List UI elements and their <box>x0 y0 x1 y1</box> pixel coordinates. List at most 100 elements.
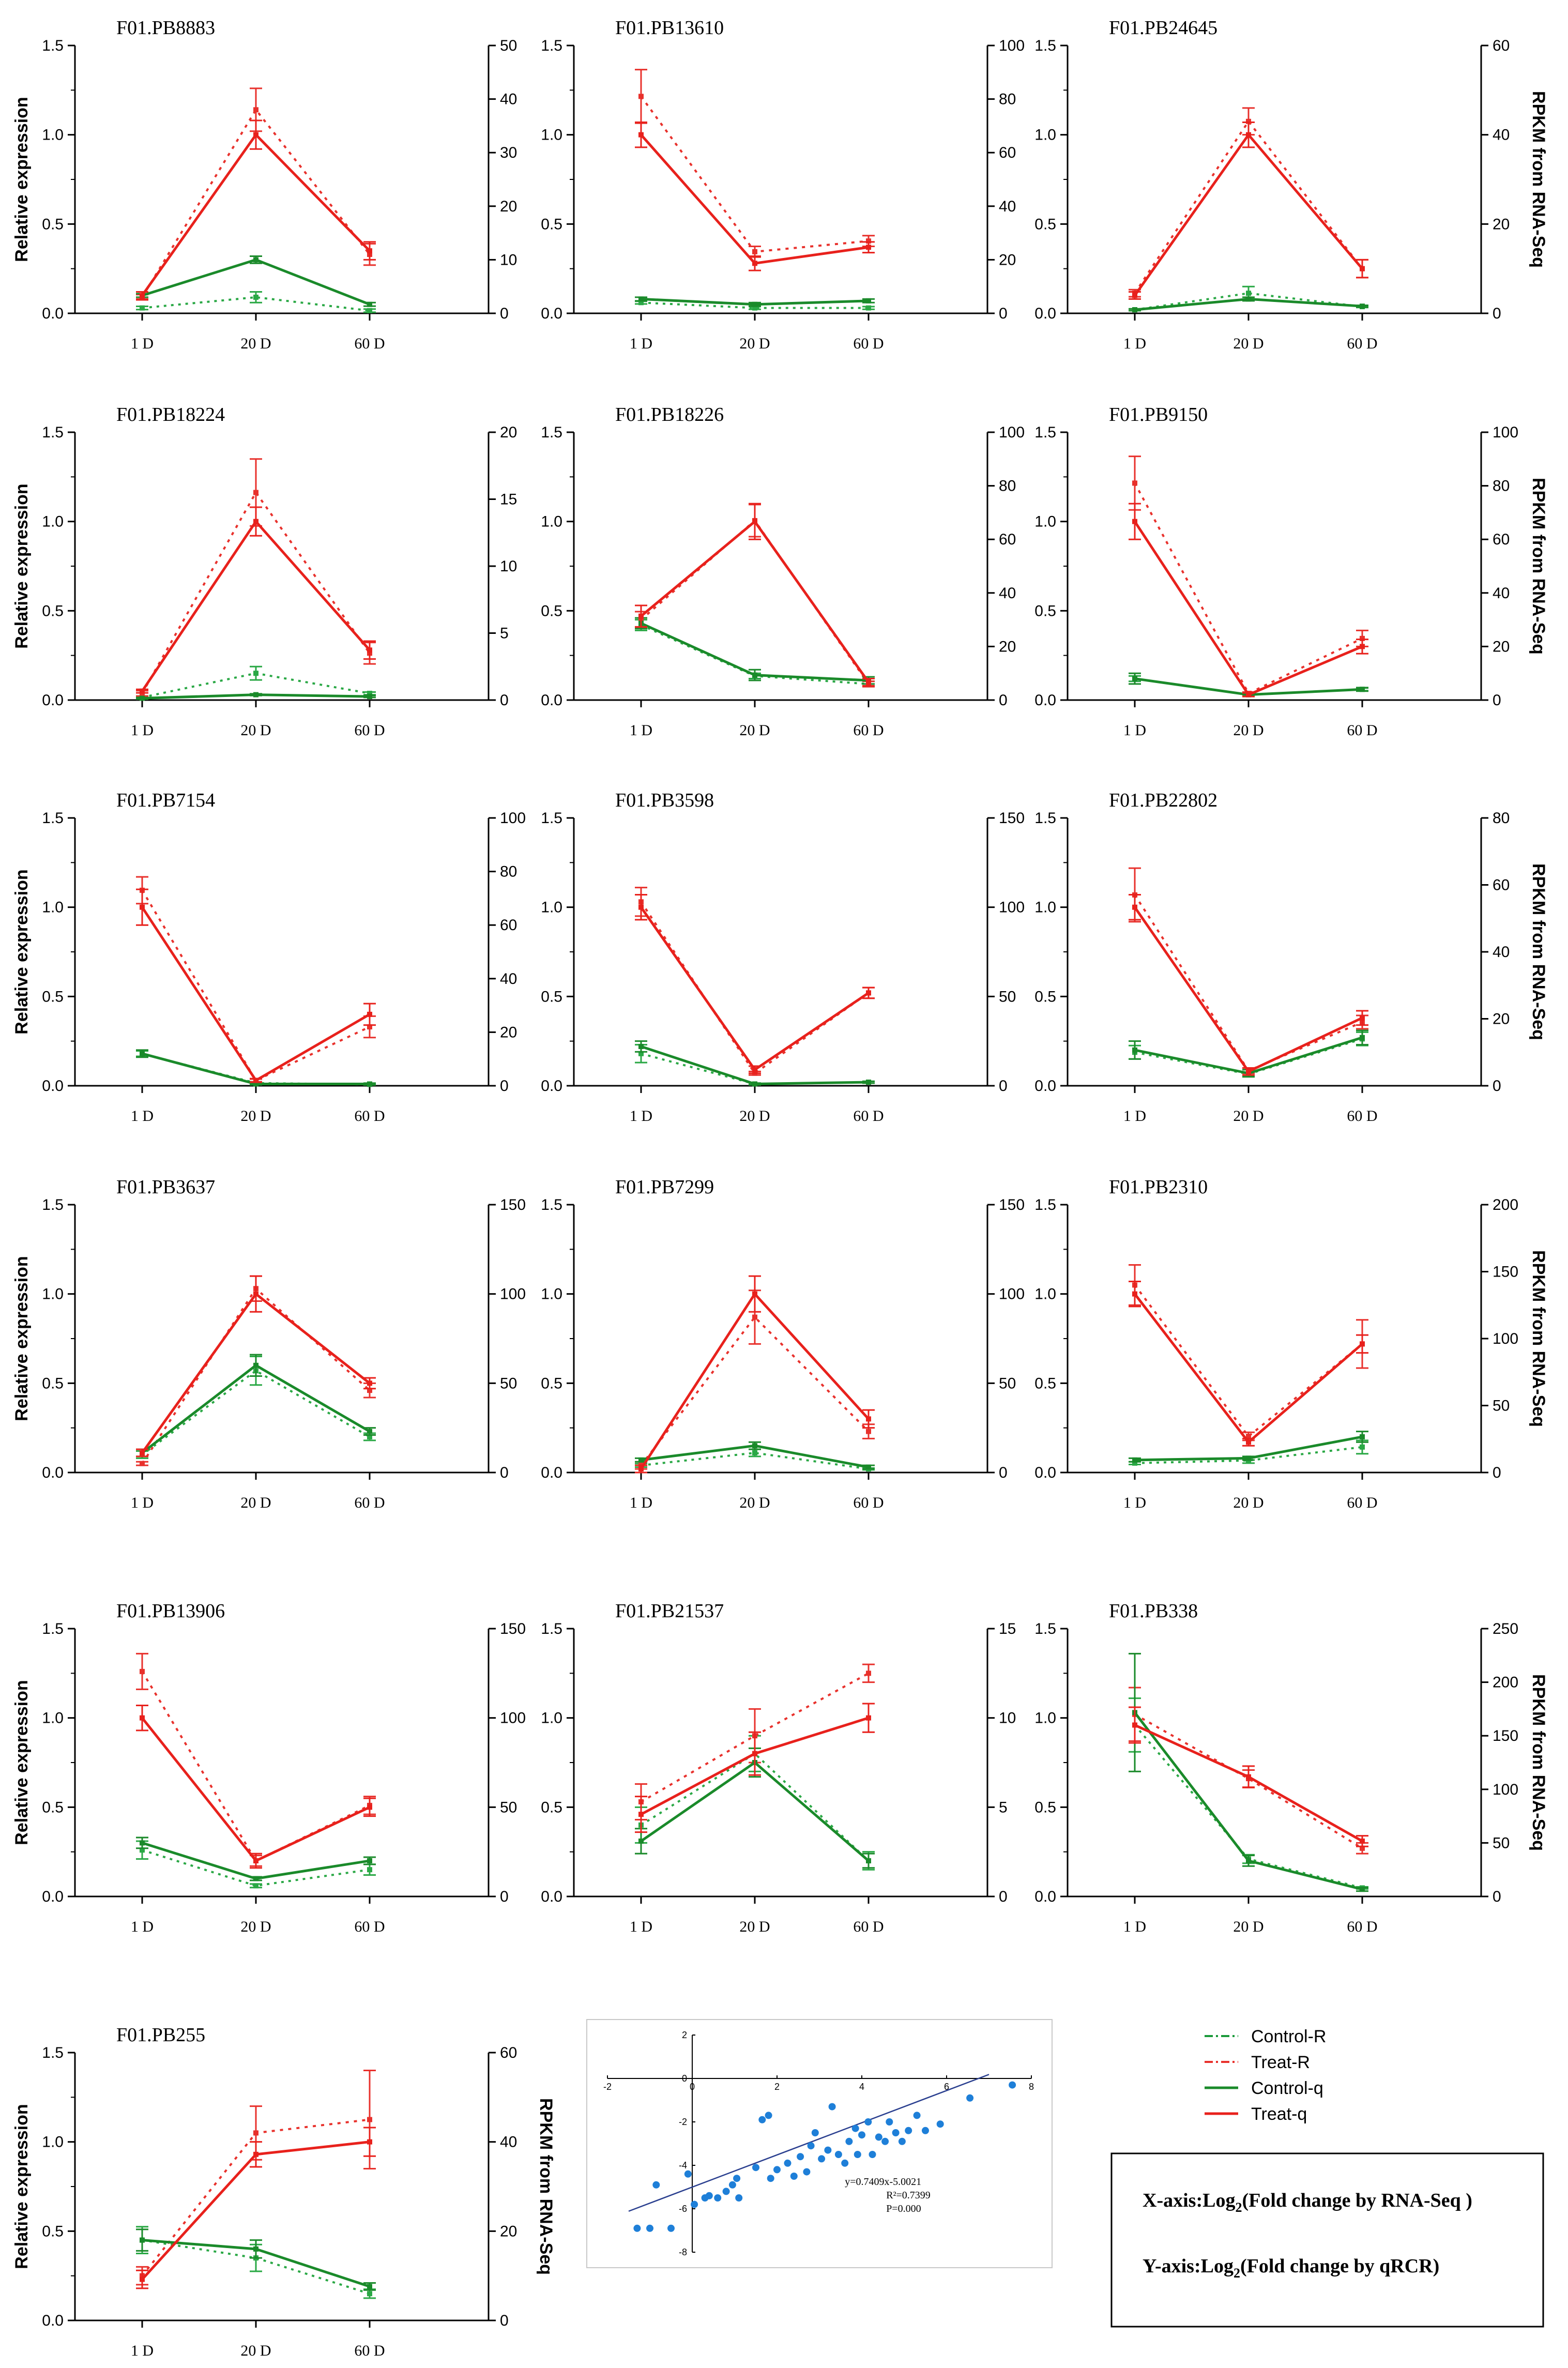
scatter-point <box>828 2103 836 2111</box>
scatter-point <box>841 2159 849 2167</box>
panel-f01-pb21537: F01.PB21537 0.0 0.5 1.0 1.5 0 5 10 15 1 D 20 D 60 D <box>541 1600 1016 1935</box>
left-tick-label: 0.5 <box>1034 1375 1056 1392</box>
x-tick-label: 20 D <box>240 722 271 739</box>
data-point <box>1360 1887 1365 1892</box>
panel-f01-pb13906: F01.PB13906 0.0 0.5 1.0 1.5 0 50 100 150 1 D 20 D 6… <box>12 1600 526 1935</box>
data-point <box>638 1838 644 1844</box>
x-tick-label: 60 D <box>853 335 884 352</box>
left-tick-label: 0.0 <box>1034 305 1056 322</box>
right-tick-label: 20 <box>1493 216 1510 233</box>
panel-title: F01.PB8883 <box>116 17 215 39</box>
right-tick-label: 250 <box>1493 1620 1518 1637</box>
data-point <box>866 1858 871 1863</box>
panel-f01-pb18226: F01.PB18226 0.0 0.5 1.0 1.5 0 20 40 60 80 100 1 D 20… <box>541 404 1025 739</box>
scatter-point <box>818 2155 826 2163</box>
data-point <box>752 305 757 311</box>
scatter-point <box>869 2151 876 2158</box>
right-tick-label: 100 <box>500 1286 526 1303</box>
x-tick-label: 60 D <box>1347 1107 1377 1125</box>
data-point <box>752 672 757 678</box>
series-control-r <box>641 301 869 309</box>
data-point <box>367 1011 372 1017</box>
legend-label-treat-q: Treat-q <box>1251 2104 1307 2124</box>
series-control-q <box>641 1045 869 1086</box>
left-tick-label: 0.0 <box>42 1464 64 1481</box>
left-tick-label: 0.0 <box>541 305 562 322</box>
axis-note-box: X-axis:Log2(Fold change by RNA-Seq ) Y-a… <box>1110 2152 1544 2328</box>
left-tick-label: 1.0 <box>42 2134 64 2151</box>
data-point <box>140 1450 145 1456</box>
scatter-point <box>733 2175 741 2182</box>
right-tick-label: 50 <box>1493 1398 1510 1415</box>
panel-title: F01.PB3637 <box>116 1176 215 1198</box>
data-point <box>1246 296 1251 302</box>
data-point <box>638 1051 644 1056</box>
scatter-r2: R²=0.7399 <box>886 2190 931 2201</box>
right-axis-label: RPKM from RNA-Seq <box>536 2098 556 2275</box>
left-tick-label: 1.0 <box>1034 1710 1056 1727</box>
series-control-r <box>641 1451 869 1470</box>
data-point <box>638 296 644 302</box>
left-tick-label: 1.5 <box>42 37 64 54</box>
scatter-point <box>691 2200 698 2208</box>
panel-title: F01.PB255 <box>116 2024 205 2046</box>
left-tick-label: 1.5 <box>42 424 64 441</box>
scatter-y-tick-label: -2 <box>679 2117 687 2127</box>
data-point <box>1132 480 1137 486</box>
scatter-y-tick-label: 0 <box>682 2073 687 2084</box>
series-treat-r <box>141 490 371 694</box>
data-point <box>1246 1434 1251 1439</box>
right-tick-label: 200 <box>1493 1196 1518 1213</box>
right-axis-label: RPKM from RNA-Seq <box>1529 1674 1548 1851</box>
scatter-point <box>886 2118 893 2126</box>
x-tick-label: 20 D <box>739 1107 770 1125</box>
panel-title: F01.PB3598 <box>615 790 714 811</box>
panel-title: F01.PB21537 <box>615 1600 724 1622</box>
data-point <box>367 1380 372 1386</box>
data-point <box>752 1751 757 1756</box>
right-tick-label: 0 <box>999 1464 1008 1481</box>
right-tick-label: 100 <box>999 899 1025 916</box>
scatter-point <box>913 2112 921 2119</box>
data-point <box>253 1883 258 1889</box>
data-point <box>752 1450 757 1456</box>
left-tick-label: 0.0 <box>42 305 64 322</box>
data-point <box>367 301 372 307</box>
left-tick-label: 0.5 <box>541 602 562 619</box>
series-treat-r <box>640 519 870 685</box>
x-tick-label: 60 D <box>354 722 385 739</box>
left-tick-label: 1.0 <box>541 1710 562 1727</box>
left-tick-label: 1.0 <box>42 899 64 916</box>
series-treat-r <box>1134 894 1363 1072</box>
scatter-point <box>714 2194 722 2202</box>
note-box-border <box>1110 2152 1544 2328</box>
x-tick-label: 20 D <box>1233 335 1263 352</box>
scatter-x-tick-label: 4 <box>859 2082 864 2092</box>
right-tick-label: 0 <box>999 305 1008 322</box>
right-tick-label: 100 <box>1493 424 1518 441</box>
x-tick-label: 1 D <box>1123 1107 1146 1125</box>
left-tick-label: 0.5 <box>541 988 562 1005</box>
data-point <box>1246 692 1251 697</box>
scatter-point <box>922 2127 929 2134</box>
x-tick-label: 1 D <box>131 722 154 739</box>
x-tick-label: 20 D <box>739 1918 770 1935</box>
left-tick-label: 0.5 <box>42 1375 64 1392</box>
left-tick-label: 0.5 <box>42 2223 64 2240</box>
left-tick-label: 1.5 <box>541 424 562 441</box>
x-tick-label: 1 D <box>1123 1918 1146 1935</box>
series-control-r <box>640 1752 870 1862</box>
series-treat-r <box>1134 1284 1363 1438</box>
scatter-point <box>1009 2081 1016 2089</box>
left-axis-label: Relative expression <box>12 97 32 262</box>
scatter-point <box>767 2175 774 2182</box>
scatter-point <box>811 2129 819 2136</box>
data-point <box>253 1858 258 1863</box>
panel-title: F01.PB13610 <box>615 17 724 39</box>
data-point <box>752 1314 757 1320</box>
scatter-point <box>752 2164 759 2172</box>
left-tick-label: 1.0 <box>42 513 64 530</box>
x-tick-label: 1 D <box>131 1494 154 1511</box>
scatter-x-tick-label: 2 <box>774 2082 780 2092</box>
scatter-point <box>892 2129 900 2136</box>
